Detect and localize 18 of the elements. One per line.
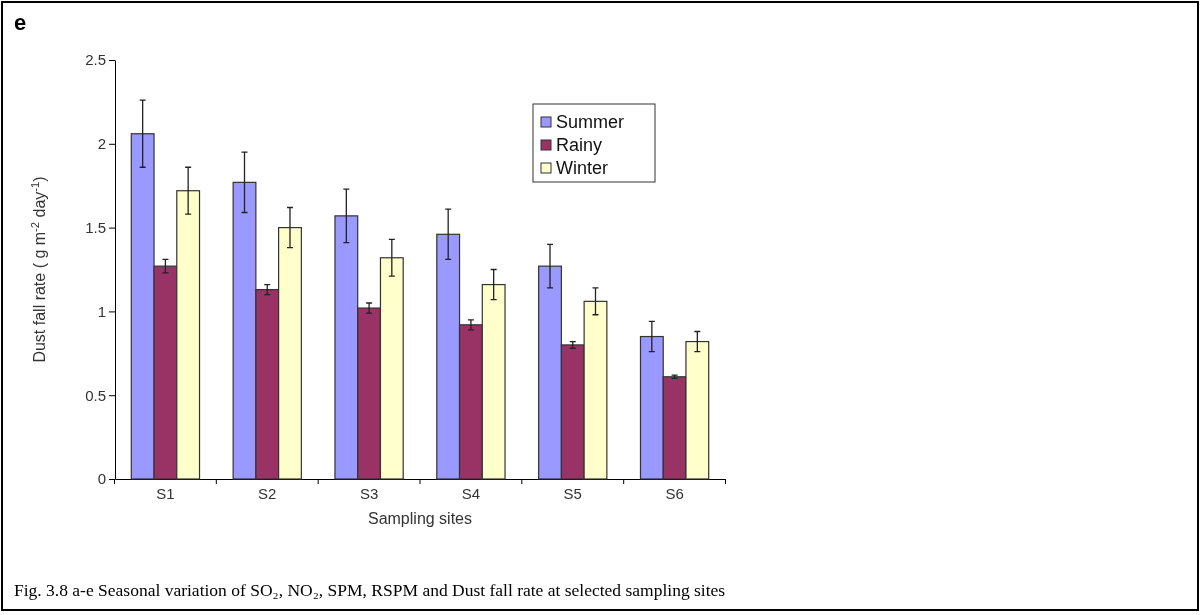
x-tick-label: S1	[156, 484, 175, 502]
legend-label: Winter	[556, 158, 609, 178]
y-tick-label: 1	[97, 302, 106, 320]
y-tick-label: 1.5	[85, 218, 106, 236]
x-axis-title: Sampling sites	[367, 510, 473, 527]
legend-label: Rainy	[556, 135, 603, 155]
x-tick-label: S5	[563, 484, 582, 502]
y-tick-label: 0	[97, 470, 106, 488]
x-tick-label: S6	[665, 484, 684, 502]
x-tick-label: S3	[359, 484, 379, 502]
y-tick-label: 2.5	[85, 51, 106, 69]
x-tick-label: S2	[258, 484, 277, 502]
text: e	[14, 10, 27, 35]
x-tick-label: S4	[461, 484, 481, 502]
caption: Fig. 3.8 a-e Seasonal variation of SO₂, NO₂, SPM, RSPM and Dust fall rate at selected sampling sites	[14, 580, 726, 600]
y-tick-label: 0.5	[85, 386, 106, 404]
legend-label: Summer	[556, 112, 625, 132]
y-tick-label: 2	[97, 135, 106, 153]
